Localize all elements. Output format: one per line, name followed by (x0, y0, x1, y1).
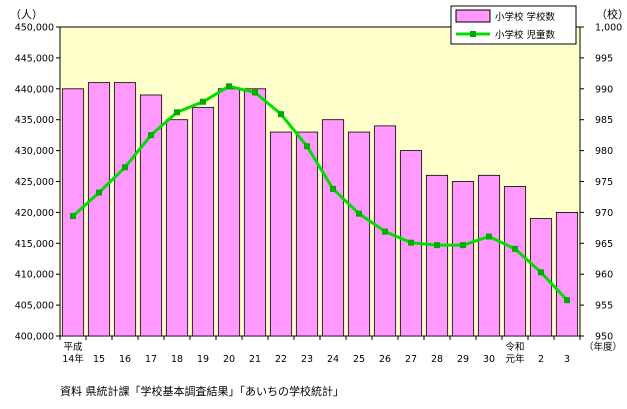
x-tick-label: 19 (197, 354, 209, 365)
line-point (538, 269, 544, 276)
line-point (434, 242, 440, 249)
bar (139, 94, 163, 337)
bar (503, 186, 527, 337)
line-point (564, 297, 570, 304)
x-tick-label: 25 (353, 354, 365, 365)
right-tick-label: 965 (595, 239, 613, 250)
line-point (304, 143, 310, 150)
line-point (70, 213, 76, 220)
x-tick-label: 令和元年 (505, 341, 525, 365)
right-axis-unit: （校） (596, 7, 627, 21)
left-tick-label: 450,000 (15, 23, 54, 34)
bar (529, 218, 553, 337)
left-tick-label: 405,000 (15, 301, 54, 312)
left-axis-unit: （人） (10, 8, 43, 21)
x-tick-label: 平成 14年 (62, 341, 84, 365)
left-tick-label: 435,000 (15, 115, 54, 126)
legend-line-marker (470, 31, 476, 37)
bar (243, 88, 267, 337)
line-point (356, 210, 362, 217)
line-point (278, 111, 284, 118)
left-axis: 400,000 405,000 410,000 415,000 420,000 425,0… (15, 23, 60, 343)
x-tick-label: 17 (145, 354, 157, 365)
x-tick-label: 28 (431, 354, 443, 365)
bar (321, 119, 345, 337)
right-tick-label: 1,000 (595, 23, 622, 34)
right-tick-label: 985 (595, 115, 613, 126)
left-tick-label: 425,000 (15, 177, 54, 188)
line-point (96, 189, 102, 196)
line-point (174, 109, 180, 116)
bar (425, 174, 449, 337)
x-tick-label: 3 (564, 354, 570, 365)
bar (555, 211, 579, 337)
right-tick-label: 955 (595, 301, 613, 312)
line-point (226, 83, 232, 90)
bar (217, 88, 241, 337)
left-tick-label: 445,000 (15, 53, 54, 64)
x-tick-label: 24 (327, 354, 339, 365)
x-tick-label: 16 (119, 354, 131, 365)
left-tick-label: 415,000 (15, 239, 54, 250)
right-axis: 950 955 960 965 970 975 980 985 990 995 1,000 (580, 23, 622, 343)
right-tick-label: 980 (595, 146, 613, 157)
right-tick-label: 950 (595, 332, 613, 343)
left-tick-label: 410,000 (15, 270, 54, 281)
line-point (200, 98, 206, 105)
x-tick-label: 22 (275, 354, 287, 365)
x-tick-label: 15 (93, 354, 105, 365)
bar (295, 131, 319, 337)
line-point (148, 132, 154, 139)
line-series-path (71, 84, 569, 302)
right-tick-label: 970 (595, 208, 613, 219)
line-point (408, 239, 414, 246)
x-tick-label: 27 (405, 354, 417, 365)
legend-line-label: 小学校 児童数 (495, 29, 556, 41)
right-tick-label: 990 (595, 84, 613, 95)
line-point (486, 233, 492, 240)
x-axis-unit: （年度） (584, 341, 622, 353)
plot-background (59, 26, 581, 337)
right-tick-label: 960 (595, 270, 613, 281)
bar-series-group (61, 82, 579, 337)
bar (191, 106, 215, 337)
bar (165, 119, 189, 337)
line-point (252, 89, 258, 96)
x-axis: 平成 14年 15 16 17 18 19 20 21 22 23 24 25 26 27 28 29 30令和元… (59, 336, 581, 365)
source-note: 資料 県統計課「学校基本調査結果」「あいちの学校統計」 (60, 385, 344, 398)
bar (269, 131, 293, 337)
legend-bar-swatch (455, 9, 491, 23)
bar (113, 82, 137, 337)
x-tick-label: 21 (249, 354, 261, 365)
line-point (122, 164, 128, 171)
left-tick-label: 400,000 (15, 332, 54, 343)
x-tick-label: 29 (457, 354, 469, 365)
line-point (460, 242, 466, 249)
legend-bar-label: 小学校 学校数 (495, 11, 556, 23)
left-tick-label: 440,000 (15, 84, 54, 95)
bar (477, 174, 501, 337)
right-tick-label: 995 (595, 53, 613, 64)
x-tick-label: 26 (379, 354, 391, 365)
x-tick-label: 2 (538, 354, 544, 365)
line-point (512, 245, 518, 252)
bar (87, 82, 111, 337)
line-point (330, 185, 336, 192)
line-point (382, 228, 388, 235)
legend: 小学校 学校数 小学校 児童数 (450, 5, 577, 45)
x-tick-label: 18 (171, 354, 183, 365)
left-tick-label: 420,000 (15, 208, 54, 219)
x-tick-label: 23 (301, 354, 313, 365)
left-tick-label: 430,000 (15, 146, 54, 157)
bar (61, 88, 85, 337)
bar (451, 181, 475, 337)
right-tick-label: 975 (595, 177, 613, 188)
x-tick-label: 30 (483, 354, 495, 365)
x-tick-label: 20 (223, 354, 235, 365)
bar (347, 131, 371, 337)
line-series-group (70, 83, 570, 304)
